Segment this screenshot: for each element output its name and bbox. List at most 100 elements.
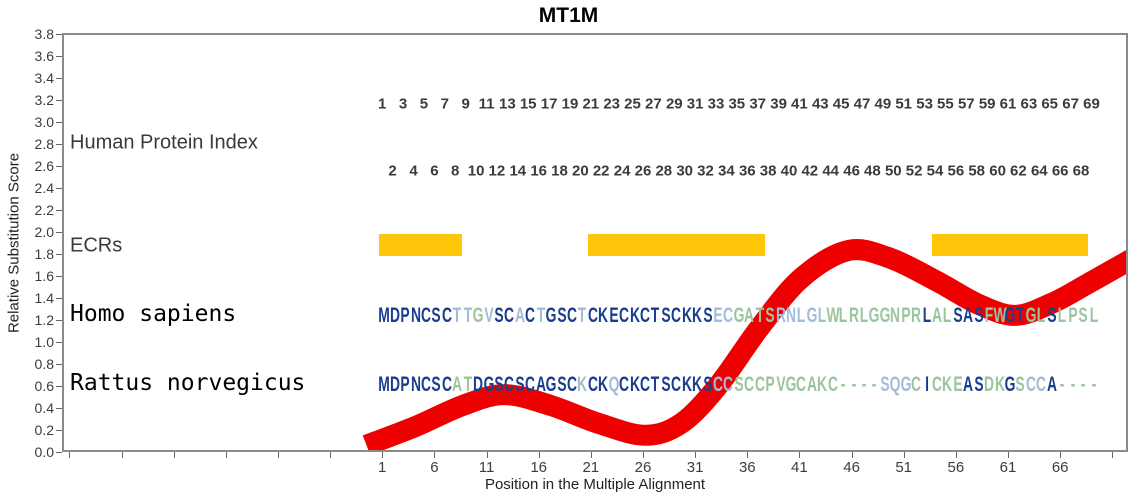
- rattus-residue-57: A: [963, 373, 974, 396]
- rattus-residue-37: C: [754, 373, 765, 396]
- y-tick-mark-1.0: [56, 342, 62, 343]
- homo-residue-19: C: [566, 304, 578, 327]
- rattus-residue-33: C: [712, 373, 724, 396]
- index-odd-33: 33: [707, 95, 725, 113]
- index-even-20: 20: [572, 162, 589, 180]
- homo-residue-30: K: [681, 304, 692, 327]
- homo-residue-45: L: [838, 304, 848, 327]
- homo-residue-16: T: [536, 304, 545, 327]
- x-minor-tick--24: [121, 452, 123, 458]
- homo-residue-52: R: [911, 304, 922, 327]
- y-tick-label-1.6: 1.6: [34, 268, 54, 284]
- rattus-residue-41: C: [796, 373, 807, 396]
- x-tick-mark-51: [903, 452, 905, 458]
- index-even-30: 30: [676, 162, 694, 180]
- homo-residue-55: L: [943, 304, 952, 327]
- homo-residue-47: L: [859, 304, 869, 327]
- rattus-residue-48: -: [872, 373, 877, 396]
- rattus-residue-67: -: [1070, 373, 1075, 396]
- rattus-residue-54: C: [931, 373, 943, 396]
- y-tick-label-0.4: 0.4: [34, 400, 54, 416]
- index-even-18: 18: [551, 162, 568, 180]
- homo-residue-10: G: [472, 304, 484, 327]
- x-minor-tick--9: [277, 452, 279, 458]
- rattus-residue-49: S: [880, 373, 890, 396]
- homo-residue-39: R: [775, 304, 786, 327]
- homo-residue-7: C: [441, 304, 452, 327]
- rattus-residue-3: P: [400, 373, 410, 396]
- rattus-residue-9: T: [463, 373, 472, 396]
- index-even-14: 14: [509, 162, 527, 180]
- homo-residue-31: K: [692, 304, 703, 327]
- rattus-residue-16: A: [535, 373, 546, 396]
- homo-residue-28: S: [661, 304, 671, 327]
- index-even-16: 16: [530, 162, 548, 180]
- y-tick-label-3.0: 3.0: [34, 114, 54, 130]
- rattus-residue-14: S: [515, 373, 525, 396]
- y-tick-label-3.8: 3.8: [34, 26, 54, 42]
- y-tick-mark-0.2: [56, 430, 62, 431]
- index-odd-3: 3: [398, 95, 408, 113]
- index-even-6: 6: [430, 162, 439, 180]
- rattus-residue-5: C: [420, 373, 431, 396]
- y-tick-mark-0.0: [56, 452, 62, 453]
- rattus-residue-30: K: [681, 373, 692, 396]
- rattus-residue-69: -: [1091, 373, 1096, 396]
- homo-residue-51: P: [901, 304, 911, 327]
- rattus-residue-55: K: [942, 373, 953, 396]
- homo-residue-33: E: [713, 304, 723, 327]
- rattus-residue-45: -: [840, 373, 846, 396]
- index-even-44: 44: [822, 162, 840, 180]
- homo-residue-49: G: [879, 304, 891, 327]
- y-tick-mark-1.4: [56, 298, 62, 299]
- homo-residue-67: P: [1067, 304, 1078, 327]
- y-tick-mark-0.8: [56, 364, 62, 365]
- x-tick-label-21: 21: [582, 459, 600, 476]
- rattus-residue-44: C: [827, 373, 838, 396]
- rattus-residue-13: C: [504, 373, 515, 396]
- x-tick-mark-6: [434, 452, 436, 458]
- y-tick-mark-2.8: [56, 144, 62, 145]
- index-even-68: 68: [1072, 162, 1090, 180]
- rattus-residue-65: A: [1046, 373, 1057, 396]
- rattus-residue-56: E: [953, 373, 963, 396]
- index-even-28: 28: [655, 162, 673, 180]
- homo-residue-23: E: [609, 304, 619, 327]
- homo-residue-56: S: [953, 304, 963, 327]
- index-even-40: 40: [780, 162, 798, 180]
- x-tick-mark-31: [695, 452, 697, 458]
- homo-residue-2: D: [389, 304, 400, 327]
- ecr-bar-3: [931, 234, 1089, 256]
- homo-residue-9: T: [463, 304, 472, 327]
- row-label-homo-sapiens: Homo sapiens: [70, 301, 237, 327]
- index-even-38: 38: [759, 162, 777, 180]
- y-tick-mark-0.6: [56, 386, 62, 387]
- homo-residue-43: L: [818, 304, 827, 327]
- index-odd-57: 57: [957, 95, 975, 113]
- x-minor-tick--29: [69, 452, 71, 458]
- homo-residue-29: C: [671, 304, 682, 327]
- homo-residue-66: L: [1057, 304, 1067, 327]
- x-tick-label-41: 41: [791, 459, 808, 476]
- index-odd-23: 23: [603, 95, 621, 113]
- homo-residue-21: C: [587, 304, 598, 327]
- x-tick-label-26: 26: [634, 459, 652, 476]
- homo-residue-46: R: [848, 304, 859, 327]
- homo-residue-44: W: [826, 304, 840, 327]
- y-tick-label-0.8: 0.8: [34, 356, 54, 372]
- y-tick-label-1.8: 1.8: [34, 246, 54, 262]
- rattus-residue-31: K: [692, 373, 703, 396]
- x-tick-label-56: 56: [947, 459, 965, 476]
- rattus-residue-58: S: [974, 373, 984, 396]
- index-even-8: 8: [451, 162, 460, 180]
- y-tick-label-2.0: 2.0: [34, 224, 54, 240]
- rattus-residue-8: A: [452, 373, 463, 396]
- y-tick-mark-3.6: [56, 56, 62, 57]
- y-tick-label-1.4: 1.4: [34, 290, 54, 306]
- homo-residue-3: P: [400, 304, 410, 327]
- index-odd-7: 7: [440, 95, 449, 113]
- rattus-residue-25: K: [629, 373, 640, 396]
- homo-residue-6: S: [431, 304, 442, 327]
- x-tick-mark-11: [486, 452, 488, 458]
